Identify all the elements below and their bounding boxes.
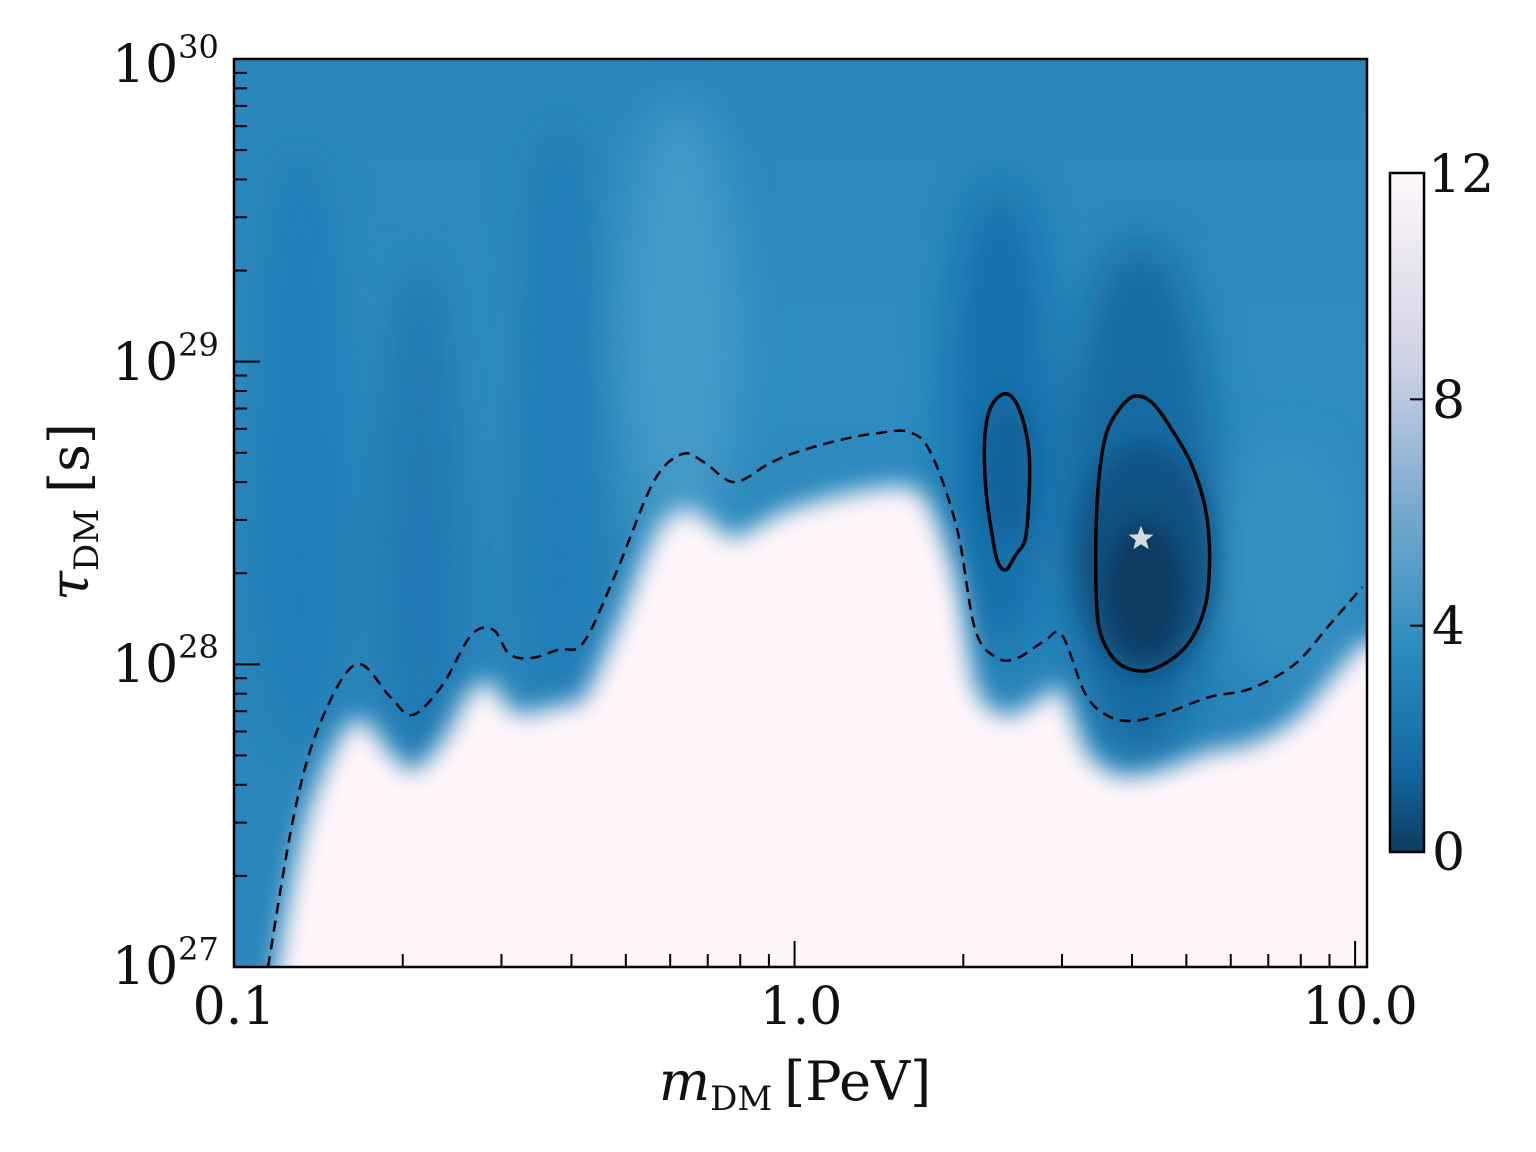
- y-axis-label: τDM[s]: [38, 423, 107, 601]
- excluded-region: [276, 485, 1367, 967]
- colorbar-gradient: [1388, 171, 1426, 854]
- x-axis-label: mDM [PeV]: [659, 1050, 931, 1119]
- heatmap-minimum: [980, 400, 1215, 675]
- exclusion-boundary-dashed-line: [266, 429, 1364, 967]
- x-tick-label-0: 0.1: [193, 977, 276, 1037]
- y-tick-label-1: 1028: [112, 628, 219, 695]
- confidence-contour-right: [1093, 394, 1212, 673]
- colorbar-tick-label-0: 0: [1432, 823, 1465, 883]
- heatmap: [234, 59, 1367, 967]
- y-tick-label-2: 1029: [112, 326, 219, 393]
- colorbar-tick-label-1: 4: [1432, 597, 1465, 657]
- colorbar-tick-label-3: 12: [1428, 145, 1494, 205]
- x-axis-ticks: [233, 941, 1357, 967]
- y-tick-label-0: 1027: [112, 930, 219, 997]
- y-axis-ticks: [234, 58, 260, 968]
- best-fit-star-marker: [1128, 525, 1154, 550]
- colorbar: 0 4 8 12: [1388, 145, 1494, 883]
- colorbar-ticks: [1410, 172, 1424, 853]
- plot-frame: [232, 57, 1369, 969]
- colorbar-tick-label-2: 8: [1432, 371, 1465, 431]
- y-tick-label-3: 1030: [112, 28, 219, 95]
- confidence-contour-left: [982, 392, 1032, 572]
- x-tick-label-2: 10.0: [1302, 977, 1418, 1037]
- x-tick-label-1: 1.0: [760, 977, 843, 1037]
